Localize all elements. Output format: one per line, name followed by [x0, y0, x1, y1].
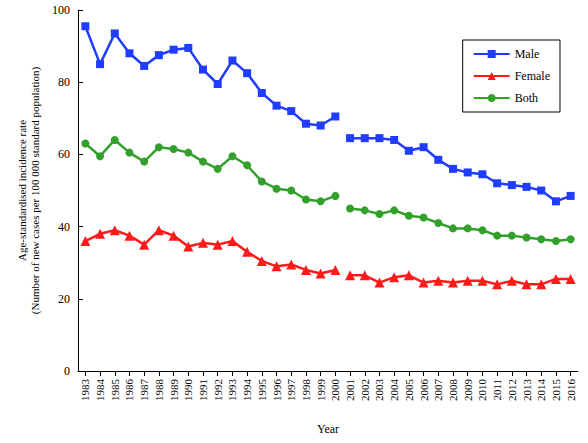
svg-text:2005: 2005 — [403, 379, 415, 402]
svg-text:1992: 1992 — [212, 379, 224, 401]
svg-text:1989: 1989 — [168, 379, 180, 402]
svg-text:2002: 2002 — [359, 379, 371, 401]
svg-text:2008: 2008 — [447, 379, 459, 402]
svg-text:1998: 1998 — [300, 379, 312, 402]
svg-text:Male: Male — [515, 47, 540, 61]
svg-text:Age-standardised incidence rat: Age-standardised incidence rate — [16, 120, 28, 261]
svg-text:2000: 2000 — [329, 379, 341, 402]
svg-text:(Number of new cases per 100 0: (Number of new cases per 100 000 standar… — [29, 66, 42, 314]
svg-text:2009: 2009 — [462, 379, 474, 402]
svg-text:1985: 1985 — [109, 379, 121, 402]
svg-text:2011: 2011 — [491, 379, 503, 401]
svg-text:2014: 2014 — [535, 379, 547, 402]
svg-text:1993: 1993 — [226, 379, 238, 402]
svg-text:Female: Female — [515, 69, 550, 83]
svg-text:1995: 1995 — [256, 379, 268, 402]
svg-text:2010: 2010 — [476, 379, 488, 402]
svg-text:2007: 2007 — [432, 379, 444, 402]
svg-text:1990: 1990 — [182, 379, 194, 402]
svg-text:1984: 1984 — [94, 379, 106, 402]
svg-text:1994: 1994 — [241, 379, 253, 402]
svg-text:2006: 2006 — [418, 379, 430, 402]
svg-text:1988: 1988 — [153, 379, 165, 402]
svg-text:2013: 2013 — [521, 379, 533, 402]
svg-text:1986: 1986 — [123, 379, 135, 402]
svg-text:1991: 1991 — [197, 379, 209, 401]
svg-text:1999: 1999 — [315, 379, 327, 402]
svg-text:2015: 2015 — [550, 379, 562, 402]
svg-text:60: 60 — [58, 147, 70, 161]
svg-text:20: 20 — [58, 292, 70, 306]
svg-text:2004: 2004 — [388, 379, 400, 402]
svg-text:80: 80 — [58, 75, 70, 89]
svg-text:1996: 1996 — [271, 379, 283, 402]
svg-text:2012: 2012 — [506, 379, 518, 401]
svg-text:100: 100 — [52, 3, 70, 17]
svg-text:1987: 1987 — [138, 379, 150, 402]
svg-text:Year: Year — [317, 422, 339, 436]
svg-text:1983: 1983 — [79, 379, 91, 402]
svg-text:Both: Both — [515, 91, 538, 105]
svg-text:1997: 1997 — [285, 379, 297, 402]
svg-text:0: 0 — [64, 364, 70, 378]
svg-text:2001: 2001 — [344, 379, 356, 401]
svg-text:40: 40 — [58, 220, 70, 234]
svg-text:2003: 2003 — [373, 379, 385, 402]
svg-text:2016: 2016 — [565, 379, 577, 402]
